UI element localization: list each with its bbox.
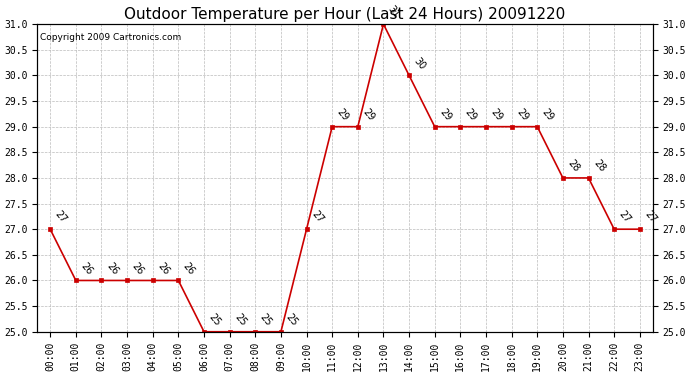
Text: 26: 26 <box>155 260 171 276</box>
Text: 29: 29 <box>335 106 351 123</box>
Title: Outdoor Temperature per Hour (Last 24 Hours) 20091220: Outdoor Temperature per Hour (Last 24 Ho… <box>124 7 566 22</box>
Text: 29: 29 <box>437 106 453 123</box>
Text: 29: 29 <box>540 106 555 123</box>
Text: 28: 28 <box>591 158 607 174</box>
Text: 25: 25 <box>233 312 248 328</box>
Text: 26: 26 <box>130 260 146 276</box>
Text: 29: 29 <box>489 106 504 123</box>
Text: 27: 27 <box>309 209 325 225</box>
Text: 26: 26 <box>181 260 197 276</box>
Text: 26: 26 <box>79 260 95 276</box>
Text: 27: 27 <box>617 209 633 225</box>
Text: Copyright 2009 Cartronics.com: Copyright 2009 Cartronics.com <box>41 33 181 42</box>
Text: 30: 30 <box>412 56 427 71</box>
Text: 29: 29 <box>463 106 479 123</box>
Text: 31: 31 <box>386 4 402 20</box>
Text: 28: 28 <box>566 158 581 174</box>
Text: 25: 25 <box>258 312 274 328</box>
Text: 25: 25 <box>284 312 299 328</box>
Text: 25: 25 <box>207 312 222 328</box>
Text: 27: 27 <box>53 209 69 225</box>
Text: 29: 29 <box>361 106 376 123</box>
Text: 29: 29 <box>515 106 530 123</box>
Text: 26: 26 <box>104 260 120 276</box>
Text: 27: 27 <box>642 209 658 225</box>
